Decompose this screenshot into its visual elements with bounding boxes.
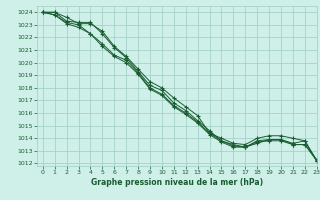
X-axis label: Graphe pression niveau de la mer (hPa): Graphe pression niveau de la mer (hPa)	[91, 178, 263, 187]
